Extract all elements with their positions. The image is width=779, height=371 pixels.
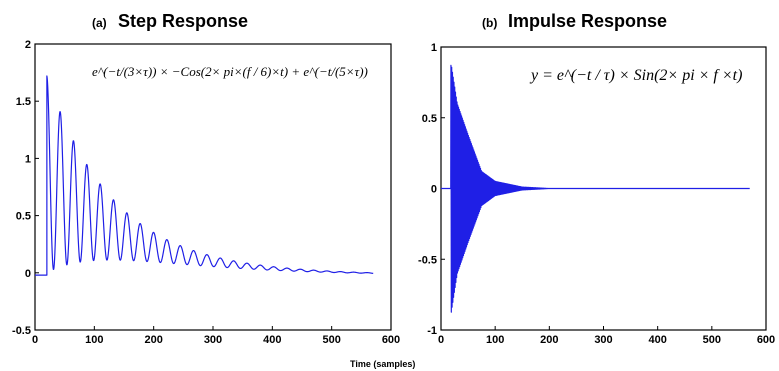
y-tick-label: 2 — [25, 39, 31, 51]
y-tick-label: 0.5 — [422, 113, 437, 125]
x-tick-label: 200 — [144, 334, 162, 346]
x-tick-label: 200 — [540, 334, 558, 346]
panel-a-ticks: 0 100 200 300 400 500 600-0.500.511.52 — [12, 39, 400, 346]
y-tick-label: -1 — [427, 325, 437, 337]
x-tick-label: 400 — [263, 334, 281, 346]
panel-a: (a) Step Response 0 100 200 300 400 500 600 -0.… — [12, 11, 400, 346]
panel-b: (b) Impulse Response 0 100 200 300 400 500 600… — [418, 11, 775, 346]
x-tick-label: 500 — [322, 334, 340, 346]
y-tick-label: -0.5 — [418, 254, 437, 266]
y-tick-label: -0.5 — [12, 325, 31, 337]
x-tick-label: 300 — [204, 334, 222, 346]
panel-b-series-line — [441, 64, 751, 313]
panel-b-ticks: 0 100 200 300 400 500 600 -1 -0.5 0 0.5 1 — [418, 42, 775, 346]
x-tick-label: 600 — [757, 334, 775, 346]
x-tick-label: 100 — [85, 334, 103, 346]
x-tick-label: 300 — [594, 334, 612, 346]
x-tick-label: 400 — [648, 334, 666, 346]
x-tick-label: 500 — [703, 334, 721, 346]
y-tick-label: 0 — [431, 184, 437, 196]
x-tick-label: 0 — [32, 334, 38, 346]
y-tick-label: 1.5 — [16, 96, 31, 108]
x-tick-label: 600 — [382, 334, 400, 346]
x-tick-label: 100 — [486, 334, 504, 346]
x-tick-label: 0 — [438, 334, 444, 346]
y-tick-label: 1 — [431, 42, 437, 54]
panel-b-label: (b) — [482, 16, 497, 30]
panel-a-label: (a) — [92, 16, 107, 30]
panel-a-title: Step Response — [118, 11, 248, 31]
y-tick-label: 0 — [25, 268, 31, 280]
panel-b-formula: y = e^(−t / τ) × Sin(2× pi × f ×t) — [529, 67, 742, 84]
x-axis-label: Time (samples) — [350, 359, 415, 369]
y-tick-label: 1 — [25, 153, 31, 165]
panel-a-formula: e^(−t/(3×τ)) × −Cos(2× pi×(f / 6)×t) + e… — [92, 64, 368, 79]
panel-b-title: Impulse Response — [508, 11, 667, 31]
y-tick-label: 0.5 — [16, 211, 31, 223]
panel-a-series-line — [35, 75, 374, 276]
